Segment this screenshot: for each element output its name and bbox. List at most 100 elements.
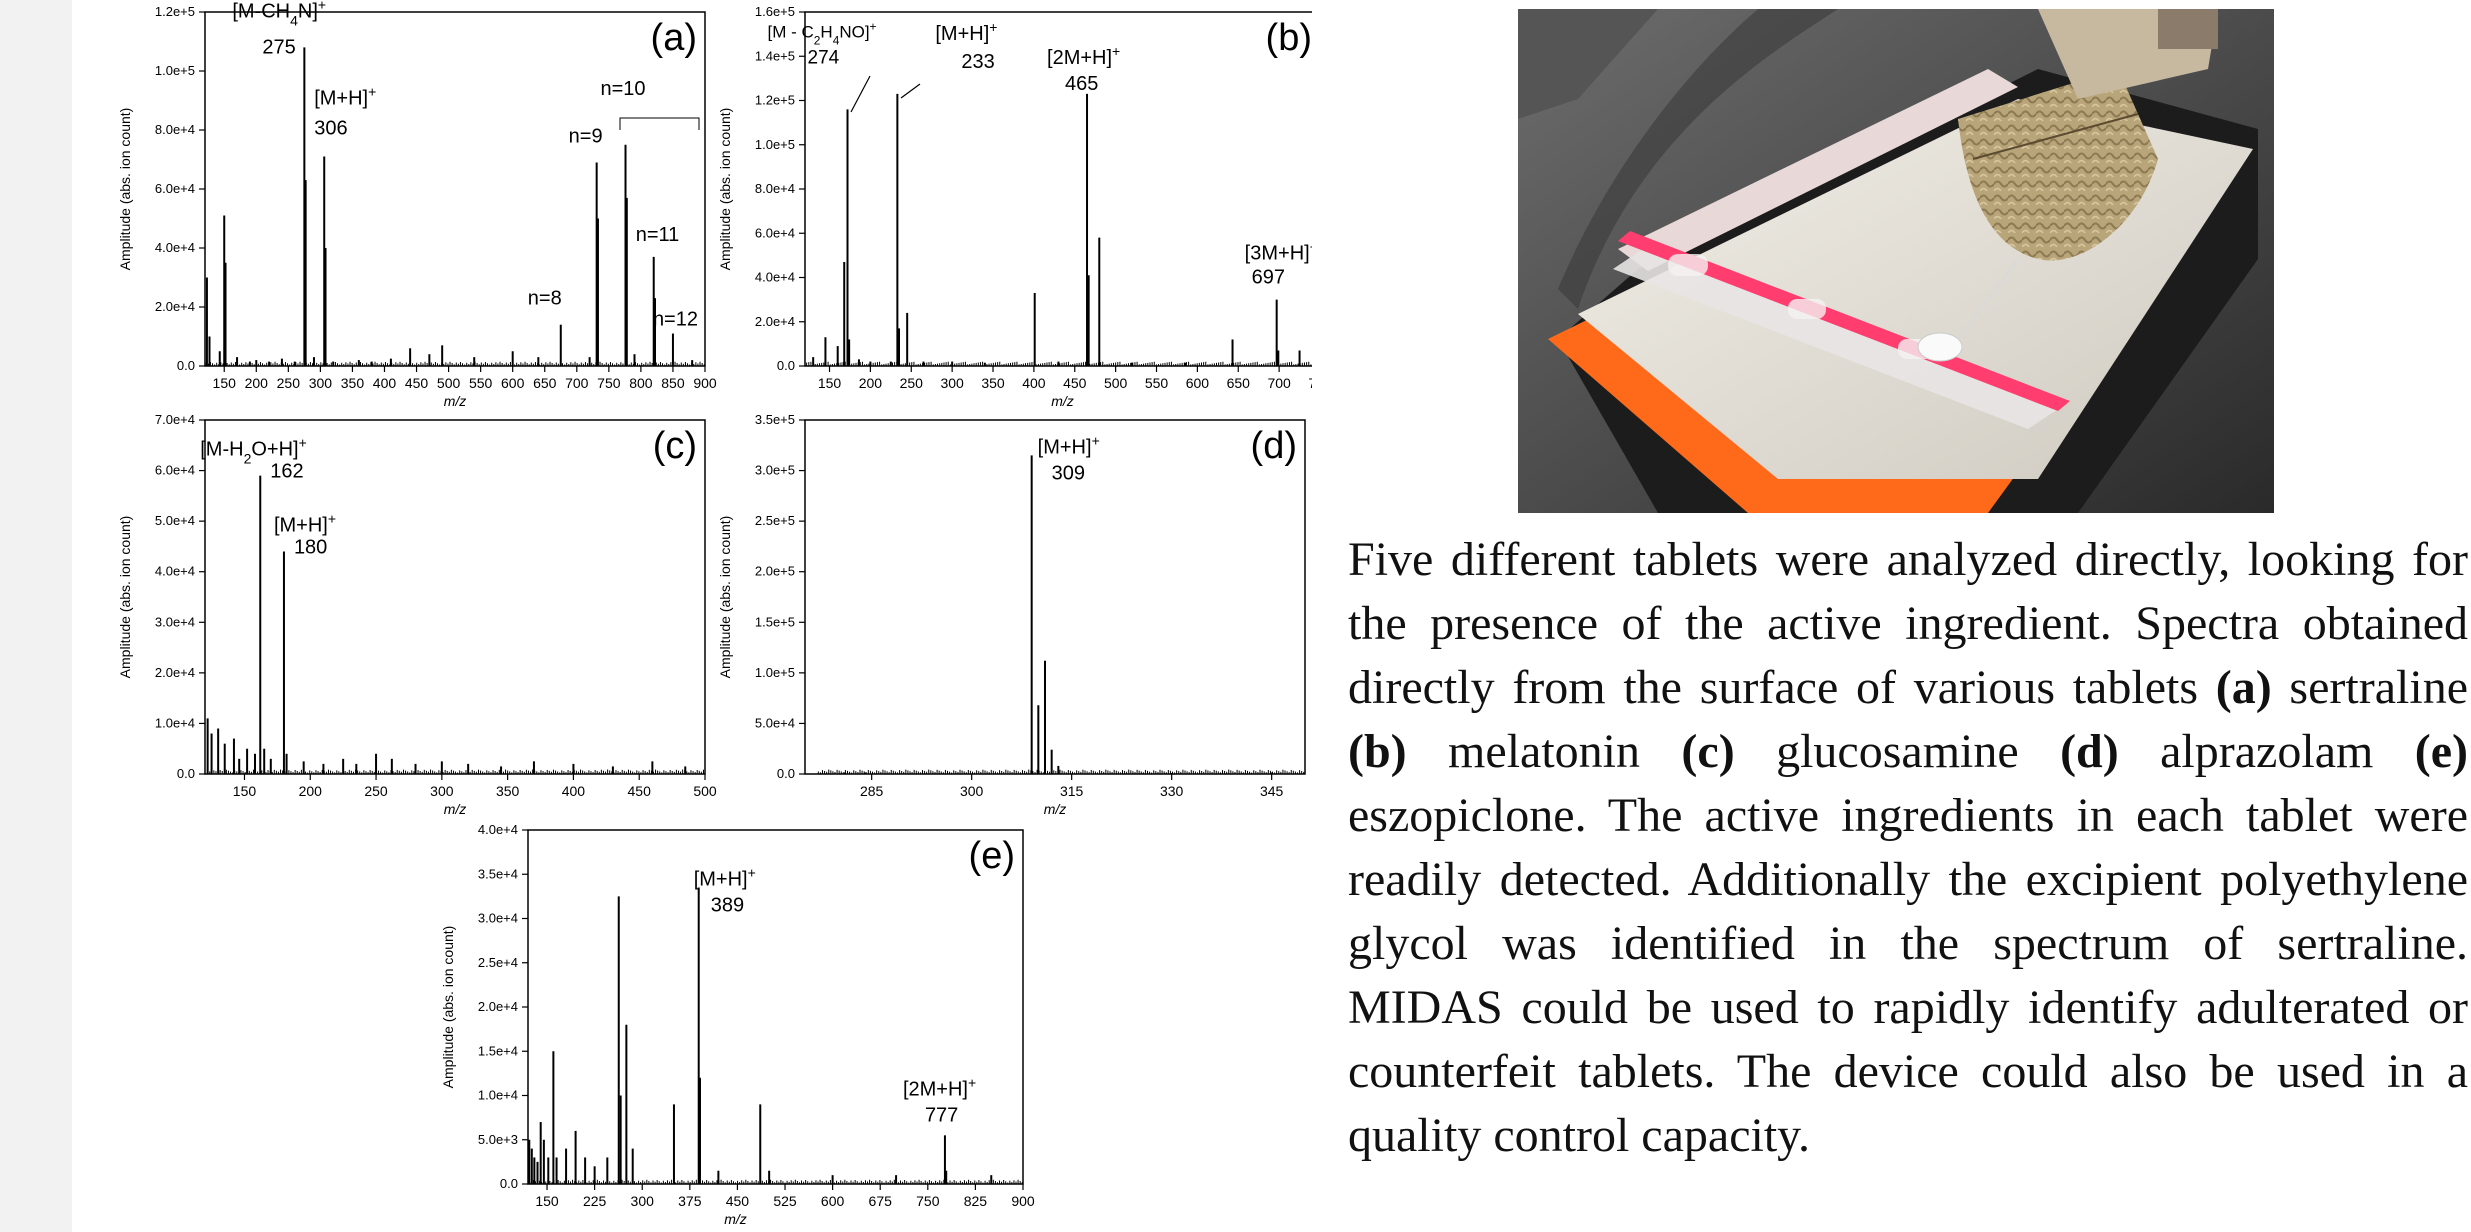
panel-b-y-tick-label: 1.4e+5 [755, 48, 795, 63]
panel-a-annotation: n=11 [636, 224, 680, 246]
panel-e-frame [527, 829, 1024, 1185]
panel-c-annotation: [M-H2O+H]+ [200, 435, 307, 467]
panel-d-y-tick-label: 2.0e+5 [755, 564, 795, 579]
panel-b-y-tick-label: 2.0e+4 [755, 314, 795, 329]
panel-a-annotation: n=12 [653, 309, 698, 331]
panel-c-annotation: 162 [270, 461, 303, 483]
panel-d-y-tick-label: 1.5e+5 [755, 614, 795, 629]
panel-a-x-tick-label: 900 [693, 375, 717, 391]
panel-c-x-tick-label: 500 [693, 783, 717, 799]
panel-a-x-tick-label: 550 [469, 375, 493, 391]
spectra-figure: 0.0 2.0e+4 4.0e+4 6.0e+4 8.0e+4 1.0e+5 1.2e+5 1… [117, 0, 1312, 1227]
panel-c-x-axis-label: m/z [444, 801, 467, 817]
panel-e-y-tick-label: 0.0 [500, 1176, 518, 1191]
panel-a-x-tick-label: 800 [629, 375, 653, 391]
panel-a-x-tick-label: 650 [533, 375, 557, 391]
caption-label-b: (b) [1348, 725, 1407, 778]
panel-a-y-tick-label: 4.0e+4 [155, 240, 195, 255]
panel-a-x-tick-label: 200 [245, 375, 269, 391]
panel-c-y-tick-label: 6.0e+4 [155, 463, 195, 478]
panel-e-x-tick-label: 525 [773, 1193, 797, 1209]
panel-b-arrow-274 [850, 75, 871, 113]
panel-b-x-tick-label: 700 [1267, 375, 1291, 391]
panel-d-y-axis-label: Amplitude (abs. ion count) [717, 516, 733, 679]
panel-a-x-tick-label: 850 [661, 375, 685, 391]
panel-e-x-tick-label: 675 [869, 1193, 893, 1209]
panel-d-x-tick-label: 285 [860, 783, 884, 799]
caption-text-e: eszopiclone. The active ingredients in e… [1348, 789, 2468, 1162]
panel-b-x-tick-label: 150 [818, 375, 842, 391]
panel-b-arrow-233 [900, 83, 921, 99]
panel-c-y-tick-label: 3.0e+4 [155, 614, 195, 629]
panel-d-x-tick-label: 315 [1060, 783, 1084, 799]
panel-b-y-tick-label: 1.2e+5 [755, 93, 795, 108]
panel-b-x-tick-label: 400 [1022, 375, 1046, 391]
panel-b-x-tick-label: 200 [859, 375, 883, 391]
panel-c-x-tick-label: 450 [628, 783, 652, 799]
panel-b-annotation: [M - C2H4NO]+ [768, 19, 877, 47]
panel-b-x-tick-label: 250 [900, 375, 924, 391]
caption-text-c: glucosamine [1734, 725, 2061, 778]
panel-e-y-tick-label: 3.0e+4 [478, 911, 518, 926]
panel-c-x-tick-label: 300 [430, 783, 454, 799]
panel-d-x-axis-label: m/z [1044, 801, 1067, 817]
panel-e-y-tick-label: 1.0e+4 [478, 1088, 518, 1103]
panel-b-y-axis-label: Amplitude (abs. ion count) [717, 108, 733, 271]
panel-a-letter: (a) [651, 17, 697, 59]
panel-e-annotation: [2M+H]+ [903, 1074, 976, 1100]
panel-e-y-tick-label: 5.0e+3 [478, 1132, 518, 1147]
panel-c-y-tick-label: 5.0e+4 [155, 513, 195, 528]
panel-d-y-tick-label: 5.0e+4 [755, 715, 795, 730]
panel-c-x-tick-label: 200 [299, 783, 323, 799]
panel-b-annotation: 465 [1065, 73, 1098, 95]
panel-b-x-tick-label: 500 [1104, 375, 1128, 391]
panel-b-x-tick-label: 350 [981, 375, 1005, 391]
panel-e-y-axis-label: Amplitude (abs. ion count) [440, 926, 456, 1089]
panel-a-y-tick-label: 1.0e+5 [155, 63, 195, 78]
panel-b-y-tick-label: 4.0e+4 [755, 270, 795, 285]
panel-c-y-tick-label: 4.0e+4 [155, 564, 195, 579]
panel-a-x-tick-label: 350 [341, 375, 365, 391]
panel-a-x-tick-label: 300 [309, 375, 333, 391]
panel-b-annotation: [M+H]+ [935, 19, 997, 45]
figure-caption: Five different tablets were analyzed dir… [1348, 528, 2468, 1168]
panel-b-frame [804, 11, 1312, 367]
panel-b-annotation: 233 [961, 51, 994, 73]
panel-b-x-tick-label: 650 [1227, 375, 1251, 391]
panel-e-x-tick-label: 600 [821, 1193, 845, 1209]
panel-b-y-tick-label: 0.0 [777, 358, 795, 373]
panel-b-y-tick-label: 8.0e+4 [755, 181, 795, 196]
panel-c-annotation: 180 [294, 536, 327, 558]
panel-c-y-tick-label: 2.0e+4 [155, 665, 195, 680]
panel-a-annotation: [M-CH4N]+ [232, 0, 326, 28]
panel-a-y-axis-label: Amplitude (abs. ion count) [117, 108, 133, 271]
panel-b-letter: (b) [1266, 17, 1312, 59]
panel-a-annotation: n=8 [528, 288, 562, 310]
panel-a-x-tick-label: 250 [277, 375, 301, 391]
panel-c-y-axis-label: Amplitude (abs. ion count) [117, 516, 133, 679]
panel-e-x-tick-label: 300 [631, 1193, 655, 1209]
panel-e-annotation: 777 [925, 1104, 958, 1126]
panel-b-x-tick-label: 450 [1063, 375, 1087, 391]
panel-a-x-tick-label: 150 [213, 375, 237, 391]
panel-c-x-tick-label: 350 [496, 783, 520, 799]
panel-e-y-tick-label: 2.0e+4 [478, 999, 518, 1014]
panel-e-x-tick-label: 225 [583, 1193, 607, 1209]
midas-device-photo [1518, 9, 2274, 513]
panel-e-y-tick-label: 2.5e+4 [478, 955, 518, 970]
panel-e-x-tick-label: 450 [726, 1193, 750, 1209]
panel-a-frame [204, 11, 706, 367]
panel-e-y-tick-label: 3.5e+4 [478, 866, 518, 881]
panel-c-y-tick-label: 7.0e+4 [155, 412, 195, 427]
panel-c-annotation: [M+H]+ [274, 510, 336, 536]
panel-e-x-tick-label: 750 [916, 1193, 940, 1209]
panel-a-x-tick-label: 500 [437, 375, 461, 391]
panel-b-y-tick-label: 6.0e+4 [755, 225, 795, 240]
caption-label-d: (d) [2060, 725, 2119, 778]
panel-c-letter: (c) [653, 425, 697, 467]
panel-a-x-tick-label: 400 [373, 375, 397, 391]
panel-c-y-tick-label: 1.0e+4 [155, 715, 195, 730]
panel-d-y-tick-label: 2.5e+5 [755, 513, 795, 528]
panel-b-annotation: [2M+H]+ [1047, 43, 1120, 69]
